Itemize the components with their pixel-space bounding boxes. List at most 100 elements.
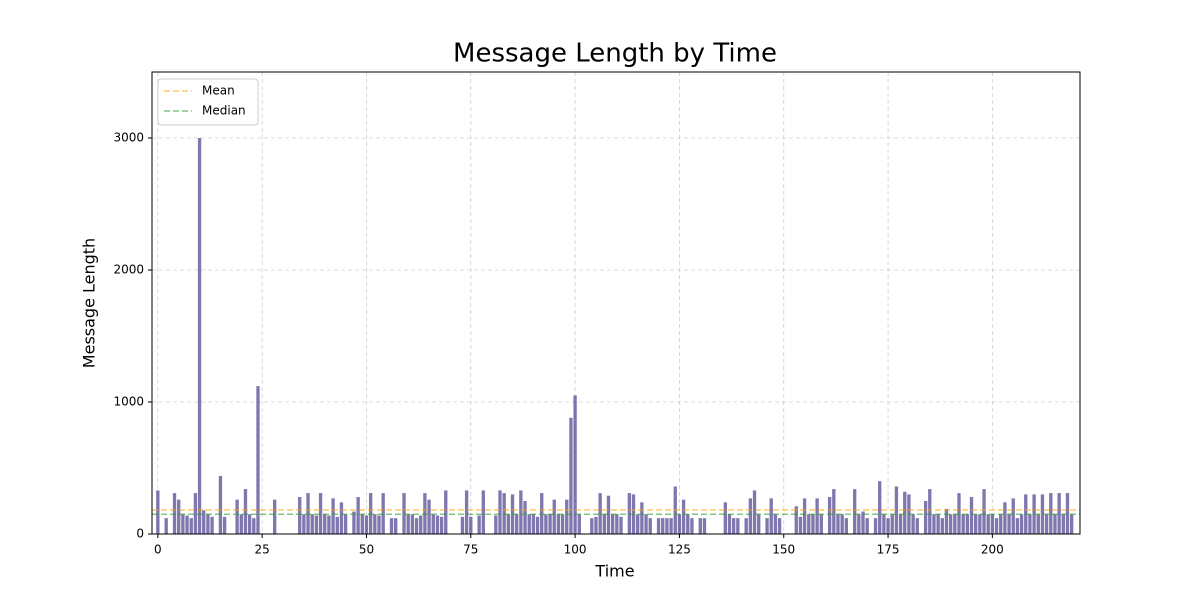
- bar: [498, 490, 502, 534]
- bar: [1003, 502, 1007, 534]
- bar: [360, 514, 364, 534]
- bar: [648, 518, 652, 534]
- bar: [469, 516, 473, 534]
- bar: [915, 518, 919, 534]
- bar: [840, 514, 844, 534]
- bar: [256, 386, 260, 534]
- bar: [235, 499, 239, 534]
- bar: [794, 506, 798, 534]
- bar: [327, 515, 331, 534]
- bar: [690, 518, 694, 534]
- bar: [982, 489, 986, 534]
- bar: [882, 514, 886, 534]
- bar: [477, 515, 481, 534]
- bar: [202, 510, 206, 534]
- bar: [798, 516, 803, 534]
- bar: [736, 518, 740, 534]
- x-tick-label: 150: [772, 543, 795, 557]
- bar: [206, 514, 210, 534]
- bar: [1040, 494, 1045, 534]
- bar: [999, 514, 1003, 534]
- bar: [590, 518, 594, 534]
- bar: [836, 514, 840, 534]
- bar: [748, 498, 753, 534]
- bar: [210, 516, 214, 534]
- bar: [969, 497, 974, 534]
- x-tick-label: 0: [154, 543, 162, 557]
- bar: [994, 518, 999, 534]
- bar: [1044, 514, 1049, 534]
- bar: [519, 490, 523, 534]
- bar: [698, 518, 702, 534]
- bar: [827, 497, 832, 534]
- bar: [861, 511, 865, 534]
- bar: [815, 498, 819, 534]
- bar: [1011, 498, 1015, 534]
- bar: [681, 499, 686, 534]
- legend-label: Median: [202, 104, 246, 118]
- bar: [515, 514, 519, 534]
- x-tick-label: 100: [564, 543, 587, 557]
- bar: [610, 514, 615, 534]
- bar: [757, 514, 761, 534]
- bar: [732, 518, 736, 534]
- x-tick-label: 25: [255, 543, 270, 557]
- bar: [669, 518, 673, 534]
- bar: [911, 514, 915, 534]
- bar: [377, 515, 381, 534]
- bar: [552, 499, 556, 534]
- bar: [573, 395, 577, 534]
- bar: [406, 514, 410, 534]
- bar: [773, 514, 778, 534]
- bar: [978, 514, 982, 534]
- bar: [481, 490, 485, 534]
- bar: [944, 508, 949, 534]
- bar: [844, 518, 848, 534]
- bar: [548, 514, 552, 534]
- legend-label: Mean: [202, 84, 235, 98]
- x-tick-label: 125: [668, 543, 691, 557]
- bar: [247, 514, 252, 534]
- bar: [419, 515, 423, 534]
- bar: [531, 514, 536, 534]
- bar: [894, 486, 899, 534]
- bar: [577, 514, 581, 534]
- bar: [777, 518, 782, 534]
- bar: [427, 499, 431, 534]
- bar: [1069, 514, 1074, 534]
- bar: [873, 518, 878, 534]
- bar: [807, 514, 811, 534]
- bar: [1061, 514, 1065, 534]
- bar: [961, 514, 965, 534]
- bar: [886, 518, 890, 534]
- bar: [1019, 514, 1024, 534]
- bar: [832, 489, 836, 534]
- bar: [769, 498, 773, 534]
- y-tick-label: 0: [136, 527, 144, 541]
- bar: [928, 489, 932, 534]
- bar: [857, 514, 861, 534]
- bar: [594, 516, 598, 534]
- bar: [156, 490, 160, 534]
- bar: [665, 518, 669, 534]
- bar: [802, 498, 807, 534]
- x-tick-label: 175: [877, 543, 900, 557]
- bar: [686, 514, 690, 534]
- bar: [389, 518, 394, 534]
- bar: [494, 515, 498, 534]
- bar: [765, 518, 769, 534]
- bar: [1015, 518, 1020, 534]
- bar: [865, 518, 869, 534]
- bar: [535, 516, 540, 534]
- bar: [661, 518, 665, 534]
- bar: [164, 518, 168, 534]
- bar: [940, 518, 944, 534]
- bar: [343, 514, 348, 534]
- bar: [314, 515, 319, 534]
- bar: [544, 514, 548, 534]
- bar: [1049, 493, 1053, 534]
- bar: [903, 491, 907, 534]
- bar: [1036, 514, 1040, 534]
- chart-title: Message Length by Time: [453, 39, 777, 69]
- x-tick-label: 50: [359, 543, 374, 557]
